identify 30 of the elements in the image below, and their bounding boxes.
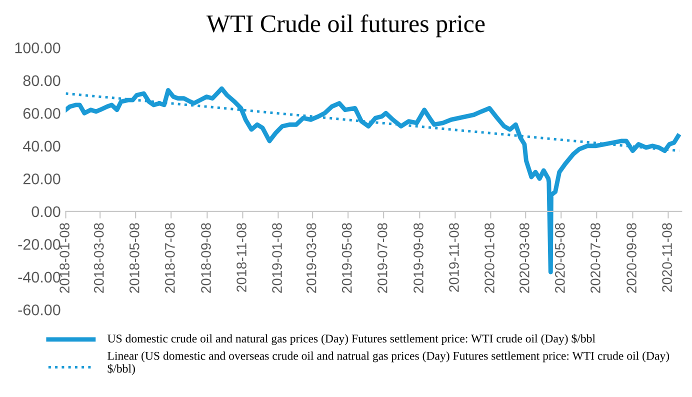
y-tick-label: 20.00: [23, 174, 60, 184]
x-tick-label: 2020-11-08: [662, 223, 672, 292]
x-tick-label: 2019-09-08: [414, 223, 424, 293]
chart-title: WTI Crude oil futures price: [206, 14, 485, 38]
y-tick-label: 0.00: [32, 206, 60, 218]
y-tick-label: 40.00: [23, 140, 60, 152]
legend-label: US domestic crude oil and natural gas prices (Day) Futures settlement price: WTI crude oil (Day) $/bbl: [108, 334, 596, 345]
x-tick-label: 2018-09-08: [201, 223, 211, 293]
x-tick-label: 2019-07-08: [377, 223, 388, 293]
x-tick-label: 2020-05-08: [555, 223, 565, 293]
x-tick-label: 2020-03-08: [520, 223, 530, 293]
y-tick-label: 60.00: [23, 108, 60, 119]
x-tick-label: 2019-01-08: [272, 223, 282, 293]
x-tick-label: 2020-09-08: [626, 223, 636, 293]
y-tick-label: -40.00: [18, 272, 60, 283]
x-tick-label: 2019-03-08: [306, 223, 316, 293]
x-tick-label: 2019-05-08: [342, 223, 352, 293]
y-tick-label: -60.00: [18, 304, 60, 316]
x-tick-label: 2018-07-08: [164, 223, 175, 293]
y-tick-label: 80.00: [23, 75, 60, 86]
y-tick-label: 100.00: [15, 42, 60, 54]
y-tick-label: -20.00: [18, 239, 60, 250]
x-tick-label: 2018-05-08: [129, 223, 140, 293]
x-tick-label: 2018-01-08: [60, 223, 70, 293]
legend-label: Linear (US domestic and overseas crude oil and natrual gas prices (Day) Futures settlement price: WTI crude oil (Day) $/bbl): [108, 352, 670, 376]
x-tick-label: 2020-01-08: [484, 223, 494, 293]
x-tick-label: 2018-11-08: [236, 223, 246, 292]
x-tick-label: 2020-07-08: [590, 223, 600, 293]
x-tick-label: 2018-03-08: [94, 223, 104, 293]
x-tick-label: 2019-11-08: [449, 223, 459, 292]
